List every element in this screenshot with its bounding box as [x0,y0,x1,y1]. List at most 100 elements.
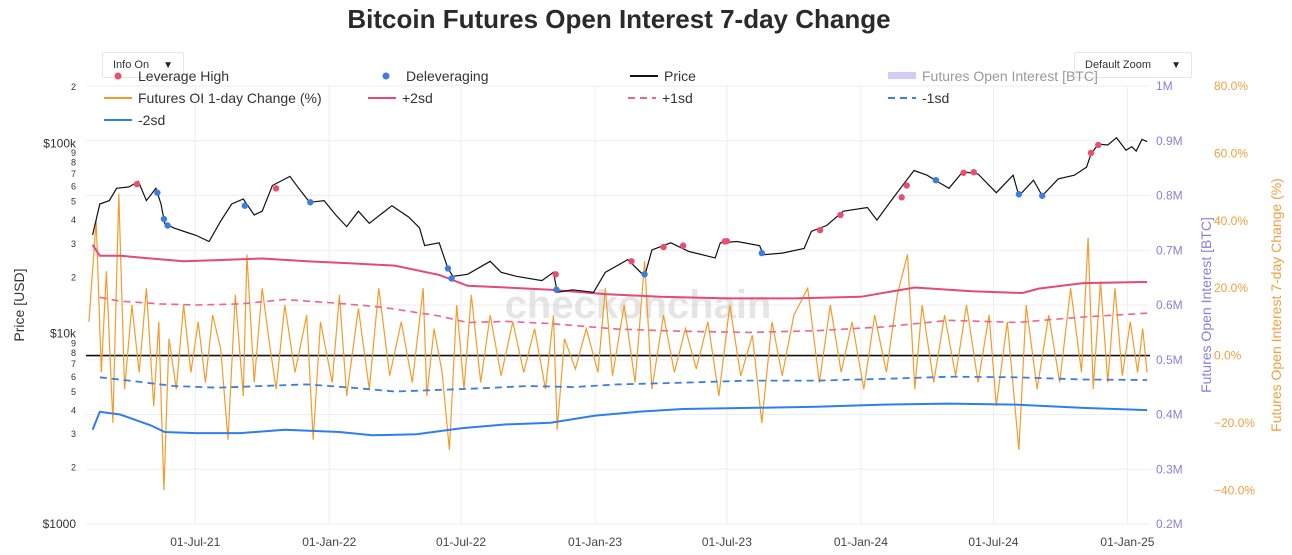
oi-tick-label: 0.5M [1156,353,1183,367]
legend-label: Leverage High [138,68,229,84]
deleveraging-point [1039,192,1046,199]
deleveraging-point [154,189,161,196]
leverage-high-point [1087,149,1095,157]
deleveraging-point [448,275,455,282]
oi-tick-label: 0.3M [1156,462,1183,476]
legend-item[interactable]: +2sd [368,90,433,106]
x-tick-label: 01-Jan-23 [568,535,622,549]
price-tick-label: $10k [50,327,77,341]
zoom-select-label: Default Zoom [1085,59,1152,71]
legend: Leverage High Deleveraging Price Futures Op… [104,68,1098,128]
legend-label: +1sd [662,90,693,106]
change-tick-label: 60.0% [1214,146,1248,160]
x-tick-label: 01-Jul-23 [702,535,752,549]
price-tick-label: $100k [43,136,77,150]
deleveraging-point [758,249,766,257]
change-tick-label: −40.0% [1214,483,1255,497]
legend-item[interactable]: Futures OI 1-day Change (%) [104,90,322,106]
legend-item[interactable]: +1sd [628,90,693,106]
info-toggle-label: Info On [113,59,150,71]
price-line [92,136,1148,293]
gridlines [86,85,1150,525]
change-tick-label: 0.0% [1214,349,1242,363]
legend-item[interactable]: -2sd [104,112,165,128]
leverage-high-point [628,258,635,265]
minus2sd-line [91,402,1148,437]
deleveraging-point [932,176,940,184]
deleveraging-point [553,286,560,293]
plus2sd-line [91,244,1148,300]
oi-axis-title: Futures Open Interest [BTC] [1198,217,1214,393]
change-tick-label: 40.0% [1214,214,1248,228]
oi-tick-label: 0.2M [1156,517,1183,531]
price-tick-label: 3 [71,429,76,439]
oi-tick-label: 1M [1156,79,1173,93]
deleveraging-point [641,271,648,278]
leverage-high-point [679,242,687,249]
caret-down-icon: ▼ [1171,59,1181,71]
price-tick-label: 7 [71,169,76,179]
price-tick-label: 9 [71,338,76,348]
change-axis-title: Futures Open Interest 7-day Change (%) [1268,178,1284,432]
caret-down-icon: ▼ [163,59,173,71]
price-tick-label: 8 [71,158,76,168]
price-tick-label: 3 [71,239,76,249]
oi-tick-label: 0.6M [1156,298,1183,312]
leverage-high-point [1095,141,1102,149]
leverage-high-point [660,243,667,251]
chart-title: Bitcoin Futures Open Interest 7-day Chan… [347,4,891,34]
x-tick-label: 01-Jan-22 [302,535,356,549]
change-tick-label: 20.0% [1214,281,1248,295]
legend-label: Deleveraging [406,68,489,84]
price-tick-label: 5 [71,197,76,207]
legend-label: -2sd [138,112,165,128]
leverage-high-point [816,226,824,234]
x-tick-label: 01-Jul-21 [170,535,220,549]
price-tick-label: 6 [71,182,76,192]
leverage-high-point [723,237,731,245]
price-tick-label: $1000 [43,517,77,531]
legend-item[interactable]: Leverage High [114,68,230,84]
deleveraging-point [160,215,168,223]
legend-label: Futures Open Interest [BTC] [922,68,1098,84]
price-axis-title: Price [USD] [11,268,27,341]
leverage-high-point [898,194,905,201]
price-tick-label: 5 [71,387,76,397]
plus1sd-line [99,296,1148,334]
price-tick-label: 2 [71,272,76,282]
price-tick-label: 2 [71,463,76,473]
deleveraging-point [164,222,171,229]
price-tick-label: 7 [71,359,76,369]
price-tick-label: 8 [71,348,76,358]
legend-item[interactable]: Deleveraging [382,68,489,84]
oi-tick-label: 0.4M [1156,408,1183,422]
oi-tick-label: 0.8M [1156,189,1183,203]
x-tick-label: 01-Jan-24 [834,535,888,549]
zoom-select-button[interactable]: Default Zoom ▼ [1074,52,1192,78]
legend-item[interactable]: -1sd [888,90,949,106]
legend-label: -1sd [922,90,949,106]
leverage-high-point [552,271,559,278]
legend-label: +2sd [402,90,433,106]
legend-item[interactable]: Futures Open Interest [BTC] [888,68,1098,84]
leverage-high-point [133,180,141,188]
minus1sd-line [99,375,1148,393]
x-tick-label: 01-Jul-22 [436,535,486,549]
leverage-high-point [960,169,967,176]
legend-dot-icon [382,72,390,80]
legend-item[interactable]: Price [630,68,696,84]
change-tick-label: 80.0% [1214,79,1248,93]
leverage-high-point [903,182,910,189]
price-tick-label: 2 [71,82,76,92]
oi-tick-label: 0.9M [1156,134,1183,148]
legend-dot-icon [114,72,122,80]
legend-band-icon [888,72,916,79]
price-tick-label: 4 [71,405,76,415]
deleveraging-point [241,202,248,209]
deleveraging-point [444,265,452,272]
legend-label: Futures OI 1-day Change (%) [138,90,322,106]
change-tick-label: −20.0% [1214,416,1255,430]
price-tick-label: 6 [71,372,76,382]
deleveraging-point [1015,191,1023,198]
